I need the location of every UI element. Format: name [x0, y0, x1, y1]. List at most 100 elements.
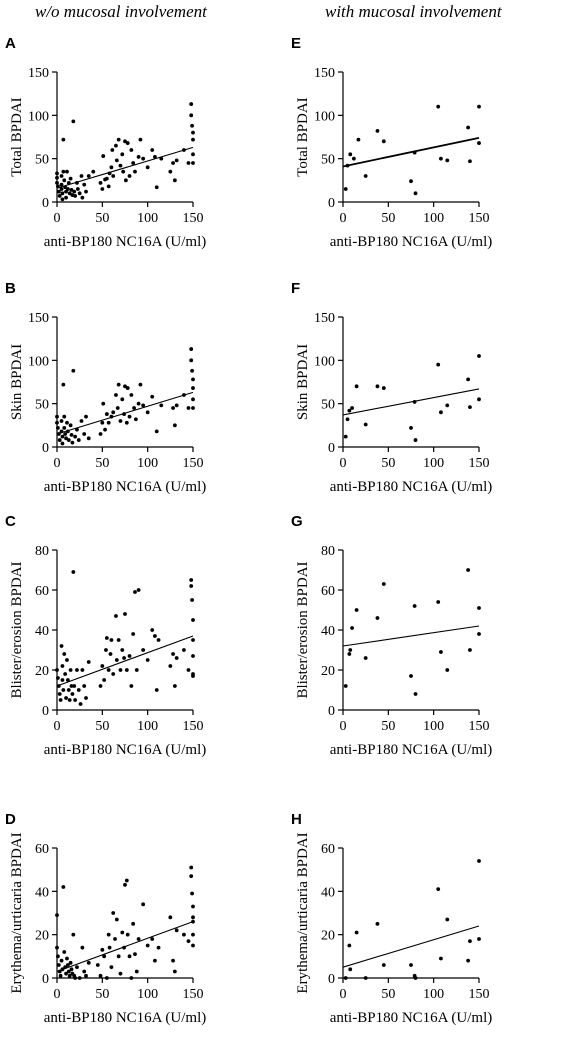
data-point-g: [350, 626, 354, 630]
y-tick-label-e: 0: [328, 196, 335, 211]
data-point-c: [190, 598, 194, 602]
x-tick-label-h: 150: [469, 987, 490, 1002]
y-tick-label-g: 80: [321, 544, 335, 559]
data-point-c: [182, 648, 186, 652]
data-point-d: [182, 932, 186, 937]
data-point-c: [104, 636, 109, 640]
data-point-f: [466, 377, 471, 382]
x-tick-label-g: 0: [340, 719, 347, 734]
data-point-b: [98, 432, 103, 436]
data-point-d: [104, 976, 109, 980]
data-point-a: [59, 182, 64, 187]
data-point-a: [61, 169, 66, 174]
data-point-b: [191, 406, 195, 410]
data-point-b: [171, 406, 175, 410]
data-point-d: [111, 911, 116, 915]
data-point-a: [59, 174, 64, 178]
data-point-b: [69, 432, 74, 437]
data-point-g: [439, 650, 443, 654]
data-point-b: [118, 419, 123, 423]
regression-line-h: [342, 925, 480, 968]
data-point-b: [133, 417, 138, 422]
x-tick-label-c: 150: [183, 719, 204, 734]
x-tick-label-f: 150: [469, 456, 490, 471]
data-point-f: [412, 400, 417, 404]
data-point-e: [466, 125, 471, 130]
x-tick-label-h: 50: [381, 987, 395, 1002]
data-point-d: [80, 945, 85, 950]
data-point-b: [174, 403, 179, 408]
data-point-h: [468, 939, 472, 944]
data-point-b: [76, 438, 81, 442]
data-point-c: [84, 696, 88, 700]
data-point-b: [129, 393, 134, 397]
y-tick-label-e: 100: [314, 109, 335, 124]
data-point-d: [191, 932, 195, 937]
x-tick-label-e: 150: [469, 211, 490, 226]
y-tick-label-g: 0: [328, 704, 335, 719]
data-point-g: [409, 674, 413, 678]
data-point-f: [350, 406, 354, 410]
regression-line-f: [342, 388, 480, 416]
x-tick-label-c: 0: [54, 719, 61, 734]
x-axis-label-e: anti-BP180 NC16A (U/ml): [330, 234, 493, 250]
y-axis-label-d: Erythema/urticaria BPDAI: [9, 832, 25, 993]
x-axis-label-c: anti-BP180 NC16A (U/ml): [44, 742, 207, 758]
data-point-b: [73, 434, 78, 439]
data-point-b: [62, 414, 67, 419]
data-point-b: [82, 432, 87, 436]
regression-line-a: [56, 146, 194, 189]
data-point-c: [73, 698, 78, 702]
y-tick-label-b: 50: [35, 398, 49, 413]
data-point-a: [174, 158, 179, 163]
data-point-a: [191, 152, 195, 157]
data-point-b: [57, 438, 62, 442]
data-point-h: [466, 958, 471, 963]
data-point-c: [106, 668, 111, 672]
data-point-d: [141, 902, 146, 907]
data-point-c: [189, 584, 194, 588]
data-point-e: [468, 159, 472, 164]
x-tick-label-g: 150: [469, 719, 490, 734]
data-point-e: [348, 152, 353, 157]
y-tick-label-b: 0: [42, 441, 49, 456]
data-point-c: [153, 634, 157, 638]
data-point-a: [68, 176, 73, 181]
data-point-a: [145, 165, 150, 170]
data-point-b: [189, 347, 194, 351]
data-point-d: [191, 915, 195, 920]
data-point-d: [122, 945, 126, 950]
data-point-b: [191, 386, 195, 390]
data-point-d: [102, 954, 107, 959]
data-point-e: [436, 104, 441, 109]
x-tick-label-f: 100: [423, 456, 444, 471]
data-point-a: [153, 155, 157, 159]
data-point-b: [62, 426, 67, 430]
data-point-d: [55, 913, 59, 918]
data-point-a: [168, 169, 173, 174]
data-point-f: [436, 362, 441, 367]
data-point-a: [133, 169, 137, 174]
y-tick-label-f: 150: [314, 311, 335, 326]
data-point-d: [84, 973, 88, 978]
data-point-c: [55, 668, 59, 672]
data-point-h: [348, 967, 353, 972]
data-point-b: [55, 414, 59, 419]
data-point-b: [104, 412, 109, 416]
data-point-a: [57, 194, 62, 198]
data-point-c: [116, 638, 121, 642]
data-point-d: [86, 960, 91, 965]
data-point-a: [106, 184, 111, 189]
data-point-d: [64, 971, 68, 976]
x-tick-label-e: 0: [340, 211, 347, 226]
data-point-g: [477, 606, 481, 610]
data-point-b: [115, 406, 120, 410]
data-point-d: [136, 937, 141, 941]
data-point-b: [124, 420, 129, 425]
x-tick-label-h: 0: [340, 987, 347, 1002]
data-point-h: [343, 976, 348, 980]
data-point-c: [136, 588, 141, 592]
x-axis-label-h: anti-BP180 NC16A (U/ml): [330, 1010, 493, 1026]
data-point-h: [477, 937, 481, 941]
data-point-b: [114, 393, 118, 397]
